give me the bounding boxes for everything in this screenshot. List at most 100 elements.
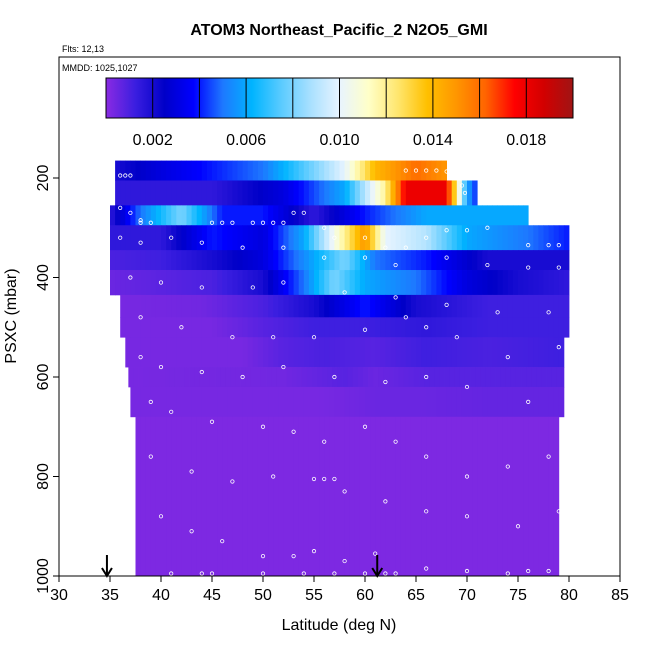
heatmap-cell (410, 225, 417, 251)
heatmap-cell (319, 160, 325, 181)
heatmap-cell (558, 270, 565, 296)
heatmap-cell (518, 294, 524, 318)
heatmap-cell (257, 225, 264, 251)
heatmap-cell (365, 250, 371, 271)
heatmap-cell (191, 250, 198, 271)
heatmap-cell (206, 337, 213, 368)
heatmap-cell (446, 386, 453, 418)
heatmap-cell (395, 270, 402, 296)
heatmap-cell (186, 294, 192, 318)
heatmap-cell (161, 205, 167, 226)
heatmap-cell (217, 386, 223, 418)
heatmap-cell (293, 205, 300, 226)
heatmap-cell (212, 270, 218, 296)
heatmap-cell (400, 270, 407, 296)
sample-point (291, 429, 296, 434)
heatmap-cell (278, 337, 284, 368)
sample-point (383, 499, 388, 504)
heatmap-cell (308, 270, 315, 296)
sample-point (158, 280, 164, 285)
heatmap-cell (390, 225, 396, 251)
heatmap-cell (400, 250, 407, 271)
heatmap-cell (201, 225, 208, 251)
heatmap-cell (212, 180, 218, 206)
heatmap-cell (232, 250, 238, 271)
sample-point (342, 558, 347, 564)
heatmap-cell (497, 386, 504, 418)
heatmap-cell (115, 205, 121, 226)
heatmap-cell (268, 294, 274, 318)
heatmap-cell (130, 270, 136, 296)
heatmap-cell (196, 250, 203, 271)
heatmap-cell (431, 337, 437, 368)
heatmap-cell (451, 250, 458, 271)
heatmap-cell (467, 386, 473, 418)
heatmap-cell (247, 180, 254, 206)
heatmap-cell (543, 294, 549, 318)
heatmap-cell (298, 270, 305, 296)
heatmap-cell (436, 205, 442, 226)
heatmap-cell (303, 270, 310, 296)
x-tick-label: 55 (305, 587, 323, 604)
y-axis: 200 400 600 800 1000 (35, 165, 60, 594)
heatmap-cell (324, 160, 330, 181)
heatmap-cell (390, 294, 396, 318)
heatmap-cell (194, 367, 201, 388)
heatmap-cell (212, 337, 218, 368)
heatmap-cell (416, 317, 422, 338)
heatmap-cell (492, 225, 498, 251)
heatmap-cell (370, 337, 376, 368)
heatmap-cell (526, 367, 532, 388)
heatmap-cell (227, 205, 233, 226)
heatmap-cell (528, 294, 534, 318)
heatmap-cell (227, 160, 233, 181)
heatmap-cell (419, 367, 425, 388)
heatmap-cell (120, 294, 126, 318)
heatmap-cell (186, 250, 192, 271)
heatmap-cell (446, 416, 453, 577)
heatmap-cell (288, 317, 294, 338)
x-tick-label: 35 (101, 587, 119, 604)
heatmap-cell (257, 180, 264, 206)
heatmap-cell (421, 270, 427, 296)
sample-point (464, 514, 470, 519)
heatmap-cell (120, 160, 126, 181)
sample-point (281, 245, 286, 250)
heatmap-cell (296, 367, 303, 388)
heatmap-cell (186, 225, 192, 251)
heatmap-cell (268, 160, 274, 181)
heatmap-cell (523, 205, 529, 226)
heatmap-cell (319, 294, 325, 318)
heatmap-cell (329, 317, 335, 338)
heatmap-cell (456, 225, 463, 251)
heatmap-cell (247, 205, 254, 226)
sample-point (556, 509, 561, 514)
heatmap-cell (155, 270, 162, 296)
heatmap-cell (186, 337, 192, 368)
sample-point (240, 245, 245, 250)
heatmap-cell (125, 337, 131, 368)
heatmap-cell (365, 180, 371, 206)
heatmap-cell (400, 180, 407, 206)
heatmap-cell (375, 250, 381, 271)
heatmap-cell (477, 317, 483, 338)
heatmap-cell (538, 317, 544, 338)
heatmap-cell (441, 294, 447, 318)
y-tick-label: 200 (35, 165, 52, 192)
heatmap-cell (385, 270, 391, 296)
sample-point (230, 220, 235, 225)
heatmap-cell (206, 294, 213, 318)
heatmap-cell (191, 160, 198, 181)
sample-point (444, 228, 449, 233)
heatmap-cell (429, 367, 435, 388)
heatmap-cell (171, 225, 177, 251)
sample-point (526, 243, 531, 248)
heatmap-cell (324, 294, 330, 318)
heatmap-cell (375, 205, 381, 226)
heatmap-cell (395, 160, 402, 181)
heatmap-cell (393, 367, 400, 388)
heatmap-cell (461, 386, 468, 418)
heatmap-cell (380, 337, 386, 368)
sample-point (301, 210, 306, 215)
sample-point (449, 170, 454, 176)
